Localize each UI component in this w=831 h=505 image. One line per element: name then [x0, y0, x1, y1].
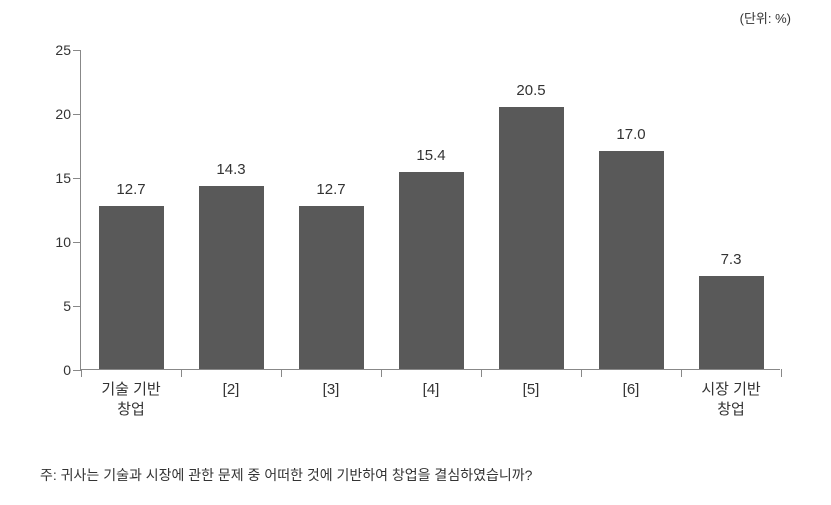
- bar-value-label: 15.4: [399, 147, 464, 164]
- y-tick-label: 15: [46, 170, 71, 186]
- y-tick: [73, 242, 81, 243]
- y-tick-label: 0: [46, 362, 71, 378]
- bar-chart: 0 5 10 15 20 25 12.7 기술 기반창업 14.3 [2] 12.7 [3] 15.4 […: [40, 40, 800, 420]
- y-tick: [73, 50, 81, 51]
- y-tick: [73, 114, 81, 115]
- x-category-label: [4]: [386, 380, 476, 400]
- bar: [599, 151, 664, 369]
- x-tick: [481, 369, 482, 377]
- x-tick: [181, 369, 182, 377]
- y-tick-label: 20: [46, 106, 71, 122]
- x-tick: [281, 369, 282, 377]
- x-tick: [581, 369, 582, 377]
- bar-value-label: 12.7: [299, 181, 364, 198]
- x-category-label: [2]: [186, 380, 276, 400]
- bar: [99, 206, 164, 369]
- x-category-label: 기술 기반창업: [86, 380, 176, 419]
- chart-footnote: 주: 귀사는 기술과 시장에 관한 문제 중 어떠한 것에 기반하여 창업을 결…: [40, 465, 532, 485]
- bar-value-label: 14.3: [199, 161, 264, 178]
- bar-value-label: 17.0: [599, 126, 664, 143]
- y-tick-label: 25: [46, 42, 71, 58]
- x-tick: [681, 369, 682, 377]
- x-category-label: [6]: [586, 380, 676, 400]
- unit-label: (단위: %): [740, 8, 791, 27]
- x-tick: [781, 369, 782, 377]
- bar: [699, 276, 764, 369]
- x-category-label: 시장 기반창업: [686, 380, 776, 419]
- x-category-label: [5]: [486, 380, 576, 400]
- bar-value-label: 12.7: [99, 181, 164, 198]
- y-tick-label: 5: [46, 298, 71, 314]
- plot-area: 051015202512.7기술 기반창업14.3[2]12.7[3]15.4[…: [80, 50, 780, 370]
- y-tick: [73, 306, 81, 307]
- bar: [199, 186, 264, 369]
- bar-value-label: 20.5: [499, 82, 564, 99]
- x-tick: [381, 369, 382, 377]
- x-category-label: [3]: [286, 380, 376, 400]
- bar-value-label: 7.3: [699, 251, 764, 268]
- x-tick: [81, 369, 82, 377]
- bar: [299, 206, 364, 369]
- y-tick-label: 10: [46, 234, 71, 250]
- y-tick: [73, 178, 81, 179]
- bar: [399, 172, 464, 369]
- bar: [499, 107, 564, 369]
- y-tick: [73, 370, 81, 371]
